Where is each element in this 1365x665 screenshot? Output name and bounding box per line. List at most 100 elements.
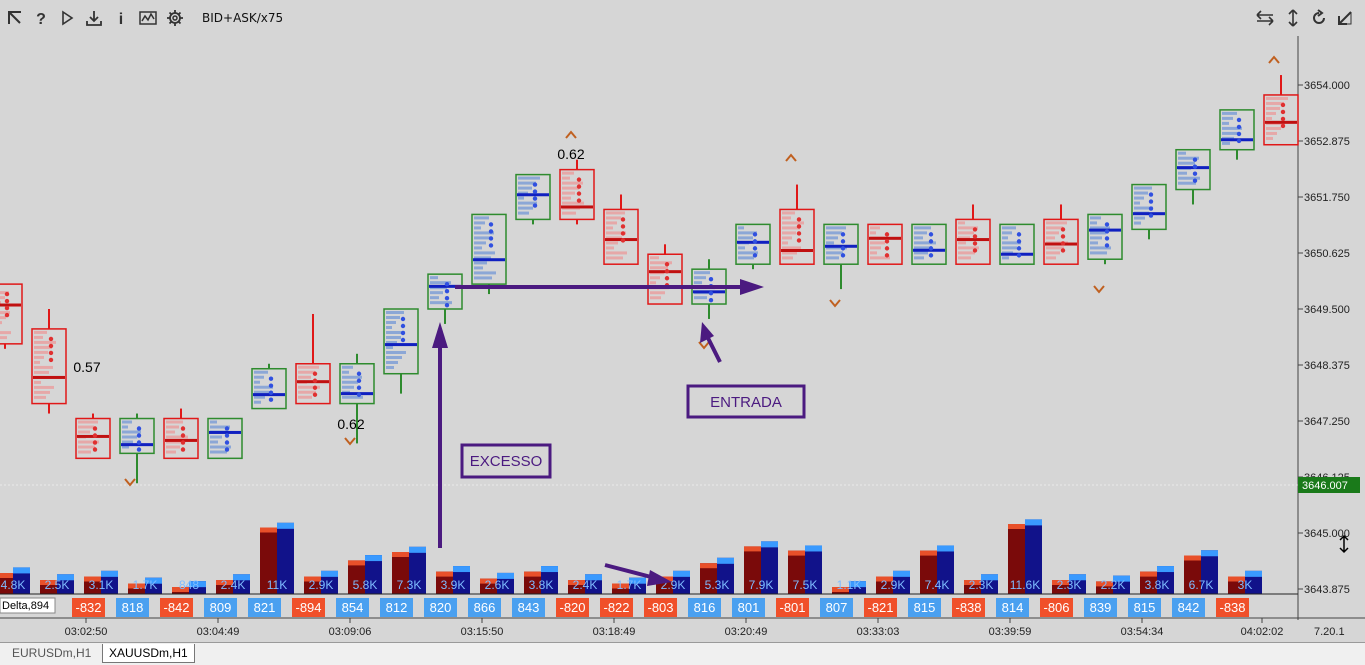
footprint-dot (488, 229, 494, 234)
download-icon[interactable] (83, 6, 105, 30)
candle-body (163, 417, 199, 460)
candle-body (647, 253, 683, 305)
volume-label: 5.3K (705, 578, 730, 592)
delta-cell (116, 598, 149, 617)
footprint-bar (1002, 231, 1012, 235)
horizontal-arrows-icon[interactable] (1254, 6, 1276, 30)
footprint-bar (430, 301, 452, 305)
footprint-bar (738, 251, 758, 255)
tab-eurusd[interactable]: EURUSDm,H1 (12, 646, 92, 660)
footprint-bar (386, 346, 393, 349)
footprint-bar (650, 296, 661, 300)
footprint-bar (606, 211, 625, 215)
footprint-bar (914, 246, 932, 250)
footprint-bar (782, 231, 796, 235)
footprint-dot (136, 447, 142, 452)
delta-cell (160, 598, 193, 617)
footprint-bar (0, 331, 11, 335)
candle-body (823, 223, 859, 265)
footprint-dot (1060, 227, 1066, 232)
footprint-dot (972, 241, 978, 246)
help-icon[interactable]: ? (30, 6, 52, 30)
footprint-dot (444, 281, 450, 287)
footprint-dot (1104, 229, 1110, 234)
footprint-bar (694, 281, 702, 285)
footprint-chart[interactable]: 3654.000 3652.875 3651.750 3650.625 3649.500… (0, 36, 1365, 642)
footprint-bar (606, 231, 626, 235)
footprint-bar (254, 370, 268, 374)
volume-bar-cap (1140, 571, 1157, 577)
play-icon[interactable] (56, 6, 78, 30)
candle-body (295, 363, 331, 405)
footprint-dot (972, 227, 978, 232)
footprint-dot (444, 295, 450, 301)
footprint-bar (474, 251, 495, 255)
diagonal-arrow-icon[interactable] (1334, 6, 1356, 30)
cursor-arrow-icon[interactable] (4, 6, 26, 30)
chart-icon[interactable] (137, 6, 159, 30)
poc-line (957, 238, 989, 242)
delta-value: -803 (647, 600, 673, 615)
volume-bar-sell (612, 583, 629, 594)
version-label: 7.20.1 (1314, 626, 1345, 638)
footprint-dot (576, 184, 582, 189)
time-label: 03:20:49 (725, 626, 768, 638)
footprint-bar (606, 251, 627, 255)
chevron-marker (565, 130, 577, 139)
delta-value: -832 (75, 600, 101, 615)
poc-line (517, 193, 549, 197)
volume-bar-cap (260, 527, 277, 533)
footprint-bar (1222, 126, 1242, 130)
delta-value: -820 (559, 600, 585, 615)
delta-cell (1084, 598, 1117, 617)
footprint-bar (826, 251, 843, 255)
footprint-bar (1002, 226, 1016, 230)
footprint-bar (78, 420, 98, 424)
volume-bar-cap (1096, 581, 1113, 587)
footprint-dot (356, 371, 362, 376)
volume-bar-cap (805, 545, 822, 552)
tab-xauusd[interactable]: XAUUSDm,H1 (102, 644, 195, 663)
volume-bar-cap (101, 570, 118, 577)
footprint-dot (1236, 124, 1242, 130)
candle-body (779, 208, 815, 265)
footprint-bar (1134, 196, 1144, 200)
volume-label: 7.3K (397, 578, 422, 592)
footprint-bar (1266, 106, 1280, 110)
volume-bar-sell (744, 546, 761, 594)
delta-cell (204, 598, 237, 617)
footprint-bar (562, 196, 571, 200)
footprint-bar (562, 176, 570, 180)
gear-icon[interactable] (164, 6, 186, 30)
refresh-icon[interactable] (1308, 6, 1330, 30)
footprint-dot (664, 269, 670, 274)
volume-bar-cap (629, 577, 646, 584)
footprint-dot (576, 198, 582, 203)
footprint-bar (650, 261, 672, 265)
delta-value: -838 (1219, 600, 1245, 615)
footprint-bar (298, 370, 315, 374)
footprint-bar (1046, 221, 1067, 225)
delta-value: -801 (779, 600, 805, 615)
footprint-dot (1280, 109, 1286, 115)
poc-line (121, 443, 153, 447)
volume-label: 11K (267, 578, 287, 592)
delta-cell (600, 598, 633, 617)
footprint-bar (562, 191, 575, 195)
time-label: 03:33:03 (857, 626, 900, 638)
volume-bar-cap (568, 580, 585, 585)
footprint-dot (1280, 123, 1286, 129)
footprint-dot (928, 232, 934, 237)
delta-value: 815 (1134, 600, 1156, 615)
volume-label: 2.3K (969, 578, 994, 592)
chart-area[interactable]: 3654.000 3652.875 3651.750 3650.625 3649.500… (0, 36, 1365, 642)
footprint-bar (474, 266, 483, 270)
footprint-dot (92, 440, 98, 445)
vertical-arrows-icon[interactable] (1282, 6, 1304, 30)
price-label: 3651.750 (1304, 192, 1350, 204)
delta-cell (732, 598, 765, 617)
footprint-bar (34, 350, 48, 354)
footprint-bar (342, 365, 353, 369)
info-icon[interactable]: i (110, 6, 132, 30)
footprint-bar (1090, 241, 1098, 245)
